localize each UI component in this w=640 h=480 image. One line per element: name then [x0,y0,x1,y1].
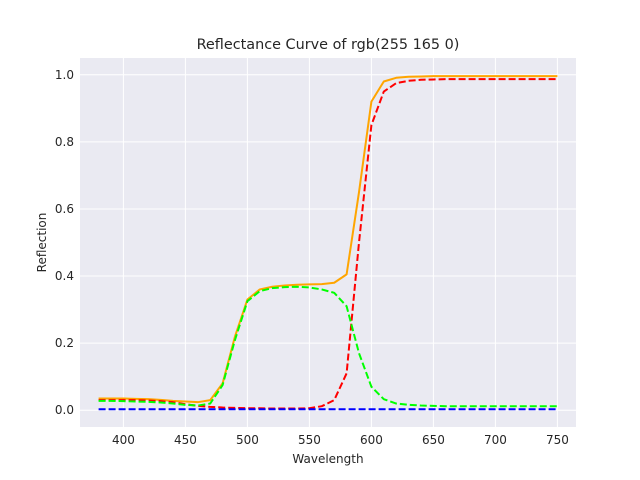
y-axis-label: Reflection [35,213,49,273]
overall-reflectance-line [98,75,558,404]
x-tick-label: 400 [112,433,135,447]
y-tick-label: 0.0 [55,403,74,417]
chart-title: Reflectance Curve of rgb(255 165 0) [197,37,460,53]
y-tick-label: 0.2 [55,336,74,350]
y-tick-label: 0.8 [55,135,74,149]
x-tick-label: 500 [236,433,259,447]
y-tick-label: 0.6 [55,202,74,216]
red-reflectance-line [98,78,558,410]
plot-area [80,58,576,427]
y-tick-label: 1.0 [55,68,74,82]
tick-labels: 400 450 500 550 600 650 700 750 0.0 0.2 0.4 0.6 0.8 1… [55,68,569,447]
x-tick-label: 700 [484,433,507,447]
x-tick-label: 450 [174,433,197,447]
x-tick-label: 550 [298,433,321,447]
green-reflectance-line [98,285,558,408]
x-tick-label: 750 [546,433,569,447]
y-tick-label: 0.4 [55,269,74,283]
series-lines [98,75,558,411]
x-tick-label: 600 [360,433,383,447]
grid-lines [80,58,576,427]
x-tick-label: 650 [422,433,445,447]
x-axis-label: Wavelength [292,452,363,466]
